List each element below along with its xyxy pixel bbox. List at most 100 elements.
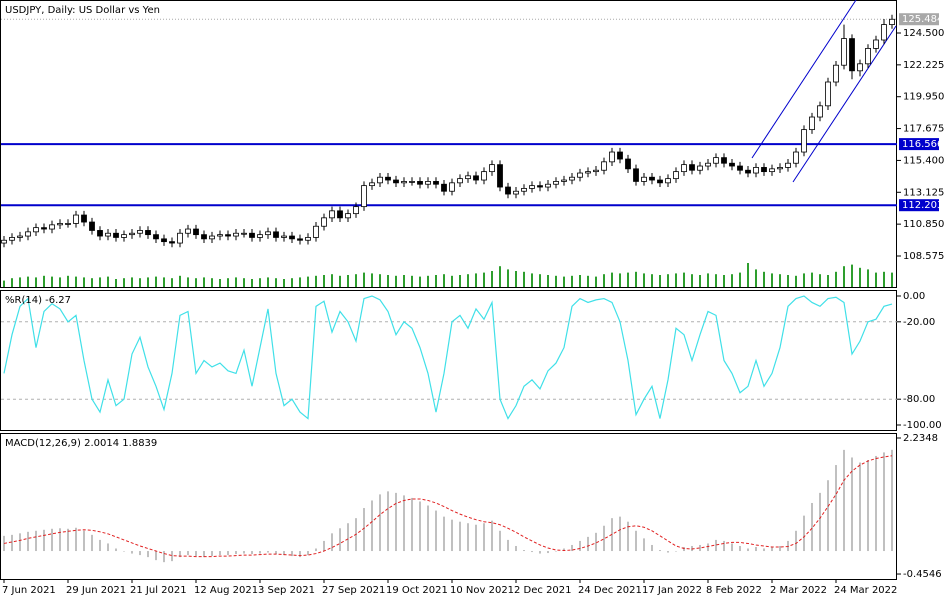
volume-bar <box>635 271 637 287</box>
candle-body <box>745 169 751 174</box>
volume-bar <box>403 275 405 287</box>
candle-body <box>377 176 383 184</box>
volume-bar <box>771 273 773 287</box>
volume-bar <box>507 269 509 287</box>
volume-bar <box>347 275 349 287</box>
candle-body <box>233 232 239 237</box>
macd-bar <box>875 455 877 552</box>
candle-body <box>401 181 407 184</box>
volume-bar <box>443 274 445 287</box>
macd-bar <box>595 532 597 552</box>
volume-bar <box>363 272 365 287</box>
macd-bar <box>395 492 397 552</box>
volume-bar <box>747 263 749 287</box>
candle-body <box>345 213 351 219</box>
macd-bar <box>347 523 349 552</box>
candle-body <box>681 164 687 173</box>
macd-bar <box>51 528 53 552</box>
candle-body <box>369 182 375 187</box>
macd-bar <box>507 539 509 552</box>
volume-bar <box>35 277 37 287</box>
indicator-title: MACD(12,26,9) 2.0014 1.8839 <box>5 438 157 449</box>
x-tick-label: 24 Dec 2021 <box>578 585 642 596</box>
candle-body <box>729 162 735 167</box>
volume-bar <box>875 272 877 287</box>
candle-body <box>313 225 319 238</box>
y-tick-label: 108.575 <box>903 251 944 262</box>
y-tick-label: 124.500 <box>903 28 944 39</box>
macd-bar <box>59 528 61 552</box>
macd-bar <box>851 457 853 552</box>
volume-bar <box>459 275 461 287</box>
candle-body <box>329 210 335 219</box>
volume-bar <box>267 277 269 287</box>
candle-body <box>185 228 191 234</box>
candle-body <box>673 171 679 180</box>
y-tick-label: 113.125 <box>903 187 944 198</box>
candle-body <box>585 171 591 174</box>
volume-bar <box>323 275 325 287</box>
macd-bar <box>387 491 389 552</box>
x-tick-label: 29 Jun 2021 <box>66 585 126 596</box>
macd-bar <box>299 551 301 558</box>
macd-bar <box>539 551 541 554</box>
candle-body <box>593 169 599 173</box>
macd-bar <box>27 531 29 552</box>
macd-bar <box>411 497 413 552</box>
candle-body <box>569 176 575 181</box>
candle-body <box>9 237 15 241</box>
macd-bar <box>523 550 525 552</box>
x-tick-label: 3 Sep 2021 <box>258 585 315 596</box>
candle-body <box>337 210 343 219</box>
price-label-box <box>899 199 939 212</box>
volume-bar <box>795 275 797 287</box>
volume-bar <box>531 273 533 287</box>
candle-body <box>201 234 207 240</box>
volume-bar <box>659 275 661 287</box>
macd-bar <box>659 550 661 552</box>
volume-bar <box>155 276 157 287</box>
macd-bar <box>147 551 149 558</box>
volume-bar <box>763 271 765 287</box>
candle-body <box>417 181 423 185</box>
volume-bar <box>419 276 421 287</box>
macd-bar <box>443 516 445 552</box>
candle-body <box>257 234 263 238</box>
candle-body <box>137 230 143 234</box>
volume-bar <box>179 275 181 287</box>
candle-body <box>601 161 607 171</box>
macd-bar <box>235 551 237 555</box>
volume-bar <box>435 275 437 287</box>
candle-body <box>817 105 823 118</box>
candle-body <box>809 116 815 131</box>
y-tick-label: -0.4546 <box>903 569 942 580</box>
candle-body <box>217 234 223 237</box>
volume-bar <box>787 275 789 287</box>
volume-bar <box>203 277 205 287</box>
y-tick-label: -20.00 <box>903 317 935 328</box>
macd-bar <box>731 543 733 552</box>
x-tick-label: 19 Oct 2021 <box>386 585 448 596</box>
macd-bar <box>691 545 693 552</box>
macd-bar <box>571 544 573 552</box>
candle-body <box>521 188 527 192</box>
macd-bar <box>587 536 589 552</box>
macd-bar <box>211 551 213 557</box>
candle-body <box>73 214 79 224</box>
indicator-line <box>3 295 893 420</box>
macd-bar <box>315 548 317 552</box>
signal-line <box>3 455 893 558</box>
candle-body <box>873 39 879 49</box>
candle-body <box>561 179 567 182</box>
macd-bar <box>187 551 189 556</box>
volume-bar <box>835 271 837 287</box>
macd-bar <box>419 501 421 552</box>
volume-bar <box>675 273 677 287</box>
macd-bar <box>107 543 109 552</box>
volume-bar <box>683 272 685 287</box>
candle-body <box>553 181 559 185</box>
candle-body <box>777 167 783 170</box>
macd-bar <box>227 551 229 556</box>
